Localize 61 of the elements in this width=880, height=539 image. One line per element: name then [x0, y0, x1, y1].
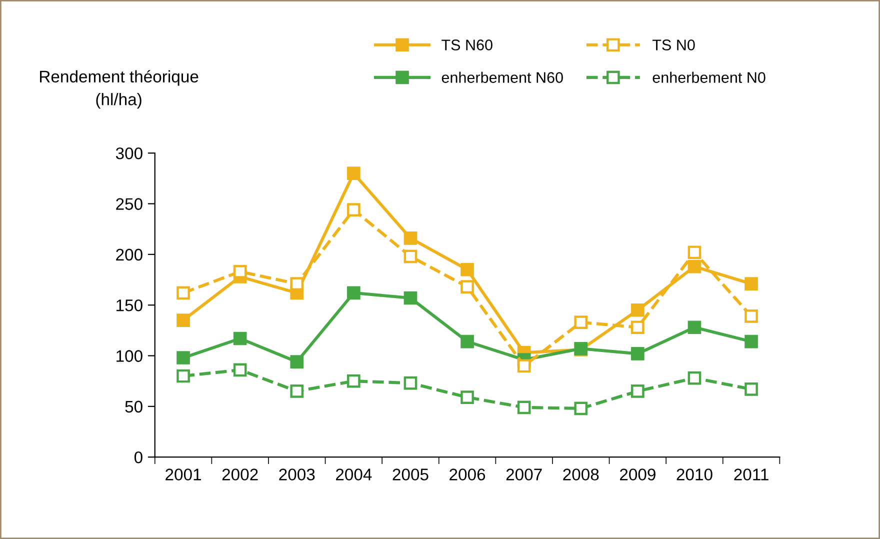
x-tick-label: 2010	[676, 468, 712, 480]
point	[176, 314, 190, 327]
y-tick-label: 50	[125, 400, 142, 413]
point	[460, 280, 474, 294]
x-tick-label: 2001	[166, 468, 202, 480]
point	[574, 402, 588, 416]
point	[517, 400, 531, 414]
x-tick-label: 2005	[392, 468, 428, 480]
point	[347, 374, 360, 388]
point	[744, 310, 758, 323]
point	[176, 286, 190, 300]
point	[404, 250, 418, 264]
point	[744, 382, 758, 396]
point	[688, 371, 702, 385]
x-tick-label: 2011	[734, 468, 768, 480]
point	[233, 264, 247, 278]
x-tick-label: 2006	[450, 468, 486, 480]
y-tick-label: 250	[116, 198, 142, 210]
point	[347, 286, 360, 300]
point	[631, 384, 644, 398]
point	[233, 363, 247, 377]
x-tick-label: 2007	[506, 468, 542, 480]
point	[631, 320, 644, 334]
point	[404, 232, 418, 245]
legend-label: enherbement N0	[652, 72, 766, 83]
point	[290, 277, 304, 290]
point	[574, 316, 588, 329]
point	[290, 355, 304, 368]
point	[176, 351, 190, 364]
legend-label: TS N60	[442, 40, 492, 50]
point	[290, 384, 304, 398]
y-tick-label: 0	[134, 451, 142, 464]
point	[744, 277, 758, 290]
y-tick-label: 300	[116, 147, 142, 160]
point	[517, 359, 531, 373]
point	[460, 262, 474, 276]
legend-label: TS N0	[652, 40, 695, 50]
legend-label: enherbement N60	[442, 72, 563, 83]
x-tick-label: 2003	[279, 468, 315, 480]
y-tick-label: 200	[116, 248, 142, 261]
point	[631, 303, 644, 317]
x-tick-label: 2009	[620, 468, 656, 480]
x-tick-label: 2004	[336, 468, 372, 480]
x-tick-label: 2008	[563, 468, 599, 480]
point	[233, 332, 247, 346]
point	[460, 334, 474, 348]
point	[404, 291, 418, 305]
point	[744, 334, 758, 348]
point	[404, 376, 418, 390]
point	[460, 390, 474, 404]
point	[688, 260, 702, 274]
point	[176, 369, 190, 383]
point	[631, 347, 644, 360]
point	[688, 246, 702, 260]
y-axis-title: Rendement théorique (hl/ha)	[40, 70, 198, 109]
point	[347, 166, 360, 180]
point	[347, 203, 360, 216]
y-tick-label: 100	[116, 350, 142, 362]
x-tick-label: 2002	[222, 468, 258, 480]
y-tick-label: 150	[116, 299, 142, 312]
point	[688, 320, 702, 334]
